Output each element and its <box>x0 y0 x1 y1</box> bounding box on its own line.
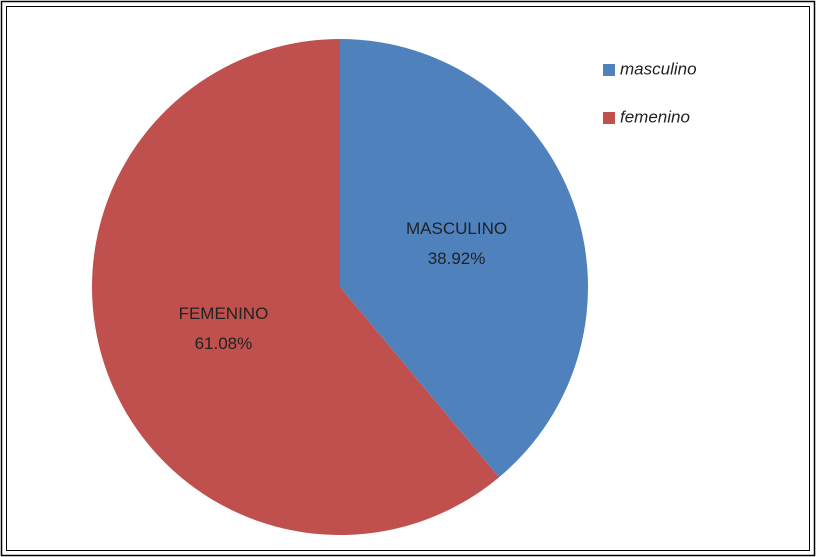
legend-text: femenino <box>620 107 690 126</box>
slice-name-label: FEMENINO <box>179 304 269 323</box>
frame-inner <box>6 6 810 551</box>
pie-slice <box>340 39 588 478</box>
slice-name-label: MASCULINO <box>406 219 507 238</box>
slice-value-label: 38.92% <box>428 249 486 268</box>
legend-swatch <box>603 112 615 124</box>
legend-text: masculino <box>620 59 697 78</box>
pie-slice <box>91 39 500 535</box>
slice-value-label: 61.08% <box>195 334 253 353</box>
legend-swatch <box>603 64 615 76</box>
